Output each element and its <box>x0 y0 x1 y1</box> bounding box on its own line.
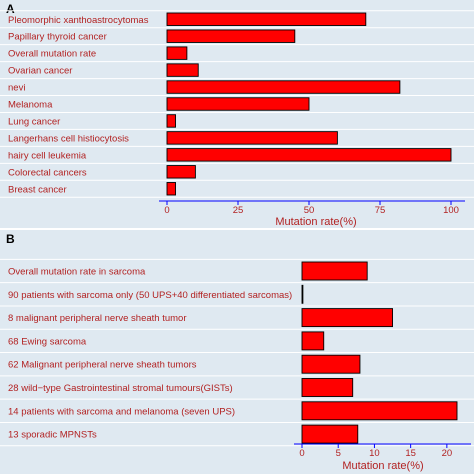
bar <box>166 148 452 162</box>
bar <box>301 284 304 304</box>
x-axis-title: Mutation rate(%) <box>342 460 423 472</box>
category-label: Melanoma <box>8 100 53 111</box>
category-label: 90 patients with sarcoma only (50 UPS+40… <box>8 290 292 301</box>
x-axis-title: Mutation rate(%) <box>275 216 356 228</box>
category-label: Langerhans cell histiocytosis <box>8 133 129 144</box>
category-label: Colorectal cancers <box>8 167 87 178</box>
category-label: Ovarian cancer <box>8 66 72 77</box>
category-label: 62 Malignant peripheral nerve sheath tum… <box>8 360 197 371</box>
bar <box>166 46 188 60</box>
category-label: Papillary thyroid cancer <box>8 32 107 43</box>
x-tick-label: 5 <box>336 448 341 459</box>
bar <box>301 354 361 374</box>
bar <box>166 131 338 145</box>
category-label: Overall mutation rate in sarcoma <box>8 267 146 278</box>
bar <box>166 63 199 77</box>
x-tick-label: 0 <box>299 448 304 459</box>
category-label: Lung cancer <box>8 116 60 127</box>
category-label: 68 Ewing sarcoma <box>8 336 87 347</box>
category-label: 28 wild−type Gastrointestinal stromal tu… <box>8 383 233 394</box>
category-label: Overall mutation rate <box>8 49 96 60</box>
category-label: 13 sporadic MPNSTs <box>8 430 97 441</box>
bar <box>301 401 458 421</box>
bar <box>301 331 325 351</box>
bar <box>166 12 367 26</box>
category-label: 14 patients with sarcoma and melanoma (s… <box>8 406 235 417</box>
category-label: nevi <box>8 83 25 94</box>
bar <box>301 308 393 328</box>
bar <box>301 424 359 444</box>
category-label: hairy cell leukemia <box>8 150 87 161</box>
x-tick-label: 50 <box>304 205 315 216</box>
category-label: Pleomorphic xanthoastrocytomas <box>8 15 149 26</box>
panel-label: B <box>6 232 15 246</box>
bar <box>301 261 368 281</box>
bar <box>166 29 296 43</box>
panel-b: B Overall mutation rate in sarcoma 90 pati… <box>0 230 474 474</box>
bar <box>301 378 354 397</box>
x-tick-label: 100 <box>443 205 459 216</box>
panel-background <box>0 230 474 474</box>
x-tick-label: 75 <box>375 205 386 216</box>
x-tick-label: 10 <box>369 448 380 459</box>
x-tick-label: 15 <box>405 448 416 459</box>
bar <box>166 182 176 196</box>
bar <box>166 80 401 94</box>
x-tick-label: 25 <box>233 205 244 216</box>
bar <box>166 97 310 111</box>
panel-label: A <box>6 2 15 16</box>
x-tick-label: 20 <box>442 448 453 459</box>
bar <box>166 114 176 128</box>
category-label: 8 malignant peripheral nerve sheath tumo… <box>8 313 187 324</box>
x-tick-label: 0 <box>164 205 169 216</box>
bar <box>166 165 196 179</box>
category-label: Breast cancer <box>8 184 67 195</box>
